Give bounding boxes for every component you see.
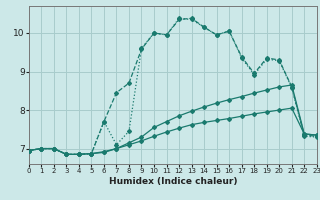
X-axis label: Humidex (Indice chaleur): Humidex (Indice chaleur): [108, 177, 237, 186]
